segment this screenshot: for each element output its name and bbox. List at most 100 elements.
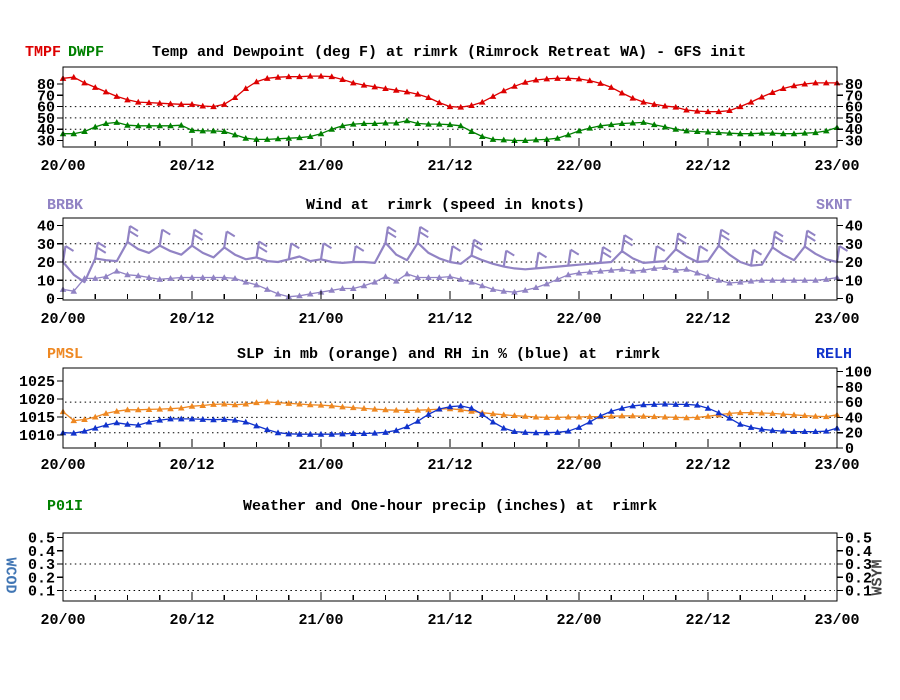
barb-tick [473,244,483,251]
marker [543,429,551,436]
marker [253,136,260,142]
marker [188,415,196,422]
marker [156,405,164,412]
barb-tick [355,245,365,252]
marker [812,412,819,419]
marker [683,106,690,113]
marker [683,266,690,272]
marker [586,268,594,275]
barb-tick [677,237,687,245]
barb-tick [656,245,666,252]
barb-tick [193,234,204,241]
marker [790,130,798,137]
marker [597,122,604,129]
marker [263,286,271,292]
barb-tick [677,232,687,240]
x-tick-label: 20/12 [169,311,214,328]
marker [489,136,497,142]
marker [306,133,314,140]
marker [414,274,422,281]
marker [263,136,271,142]
marker [81,416,88,423]
tmpf-series-label: TMPF [25,44,62,61]
barb-tick [129,225,139,232]
marker [747,130,755,137]
marker [349,430,357,436]
marker [339,76,346,82]
x-axis: 20/00 20/12 21/00 21/12 22/00 22/12 23/00 [40,439,860,474]
x-tick-label: 22/12 [685,158,730,175]
x-tick-label: 23/00 [814,612,859,629]
marker [726,107,733,114]
marker [425,120,432,127]
x-tick-label: 20/12 [169,457,214,474]
barb-tick [387,225,397,233]
y-tick-label-right: 40 [845,122,863,139]
marker [607,84,615,90]
marker [317,72,325,79]
marker [521,429,529,435]
y-tick-label-left: 40 [37,122,55,139]
marker [134,122,142,129]
marker [317,430,325,437]
marker [81,427,88,434]
marker [328,286,336,293]
marker [736,409,744,416]
marker [661,413,669,420]
marker [263,398,271,405]
barb-staff [190,229,196,246]
marker [736,103,744,110]
marker [661,264,669,270]
marker [425,274,432,281]
barb-tick [322,242,333,250]
barb-staff [255,241,261,258]
y-tick-label-right: 30 [845,134,863,151]
marker [704,404,712,411]
marker [640,98,647,105]
barb-staff [653,245,658,263]
barb-tick [806,229,816,237]
y-tick-label-left: 30 [37,237,55,254]
marker [392,427,400,433]
marker [758,129,766,136]
marker [500,411,508,418]
barb-tick [226,230,236,238]
marker [693,414,701,420]
barb-tick [720,234,730,241]
marker [403,270,411,277]
marker [478,133,486,140]
marker [650,265,658,271]
marker [231,131,239,138]
marker [145,99,153,106]
marker [360,81,368,88]
marker [564,413,572,420]
marker [306,290,314,297]
marker [597,80,604,86]
marker [113,407,121,414]
marker [586,77,594,84]
marker [425,94,432,101]
x-tick-label: 22/12 [685,457,730,474]
barb-tick [602,246,612,253]
x-axis: 20/00 20/12 21/00 21/12 22/00 22/12 23/00 [40,291,860,328]
marker [446,103,454,110]
marker [607,407,615,414]
barb-tick [774,230,784,238]
barb-staff [771,231,777,248]
marker [747,409,755,416]
y-tick-label-right: 0.1 [845,584,872,601]
series-DWPF [59,117,841,143]
marker [392,277,400,284]
marker [317,401,325,408]
marker [242,134,250,141]
marker [758,93,766,100]
marker [726,129,733,136]
marker [403,117,411,124]
marker [134,272,142,279]
slp-rh-panel-title: SLP in mb (orange) and RH in % (blue) at… [237,346,661,363]
marker [156,416,164,423]
marker [500,87,508,94]
marker [521,412,529,419]
